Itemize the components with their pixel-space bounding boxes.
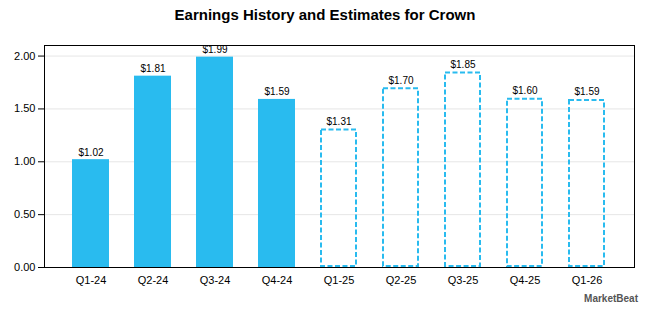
- svg-text:1.00: 1.00: [14, 155, 35, 167]
- svg-text:Q3-25: Q3-25: [448, 274, 479, 286]
- svg-text:1.50: 1.50: [14, 102, 35, 114]
- svg-text:Q1-25: Q1-25: [324, 274, 355, 286]
- svg-text:$1.99: $1.99: [202, 44, 227, 55]
- svg-text:Q4-24: Q4-24: [262, 274, 293, 286]
- html-text:Earnings History and Estimates: Earnings History and Estimates for Crown: [174, 6, 476, 23]
- svg-text:$1.31: $1.31: [326, 116, 351, 127]
- svg-text:$1.59: $1.59: [574, 86, 599, 97]
- svg-text:Q2-24: Q2-24: [138, 274, 169, 286]
- svg-text:0.00: 0.00: [14, 261, 35, 273]
- svg-text:$1.85: $1.85: [450, 59, 475, 70]
- svg-text:2.00: 2.00: [14, 50, 35, 62]
- svg-text:Q3-24: Q3-24: [200, 274, 231, 286]
- svg-text:Q2-25: Q2-25: [386, 274, 417, 286]
- svg-text:$1.81: $1.81: [140, 63, 165, 74]
- svg-text:$1.70: $1.70: [388, 75, 413, 86]
- svg-text:Q4-25: Q4-25: [510, 274, 541, 286]
- svg-text:Q1-26: Q1-26: [572, 274, 603, 286]
- svg-text:Q1-24: Q1-24: [76, 274, 107, 286]
- svg-text:$1.60: $1.60: [512, 85, 537, 96]
- html-text:MarketBeat: MarketBeat: [584, 293, 638, 304]
- svg-text:$1.59: $1.59: [264, 86, 289, 97]
- svg-text:$1.02: $1.02: [78, 147, 103, 158]
- svg-text:0.50: 0.50: [14, 208, 35, 220]
